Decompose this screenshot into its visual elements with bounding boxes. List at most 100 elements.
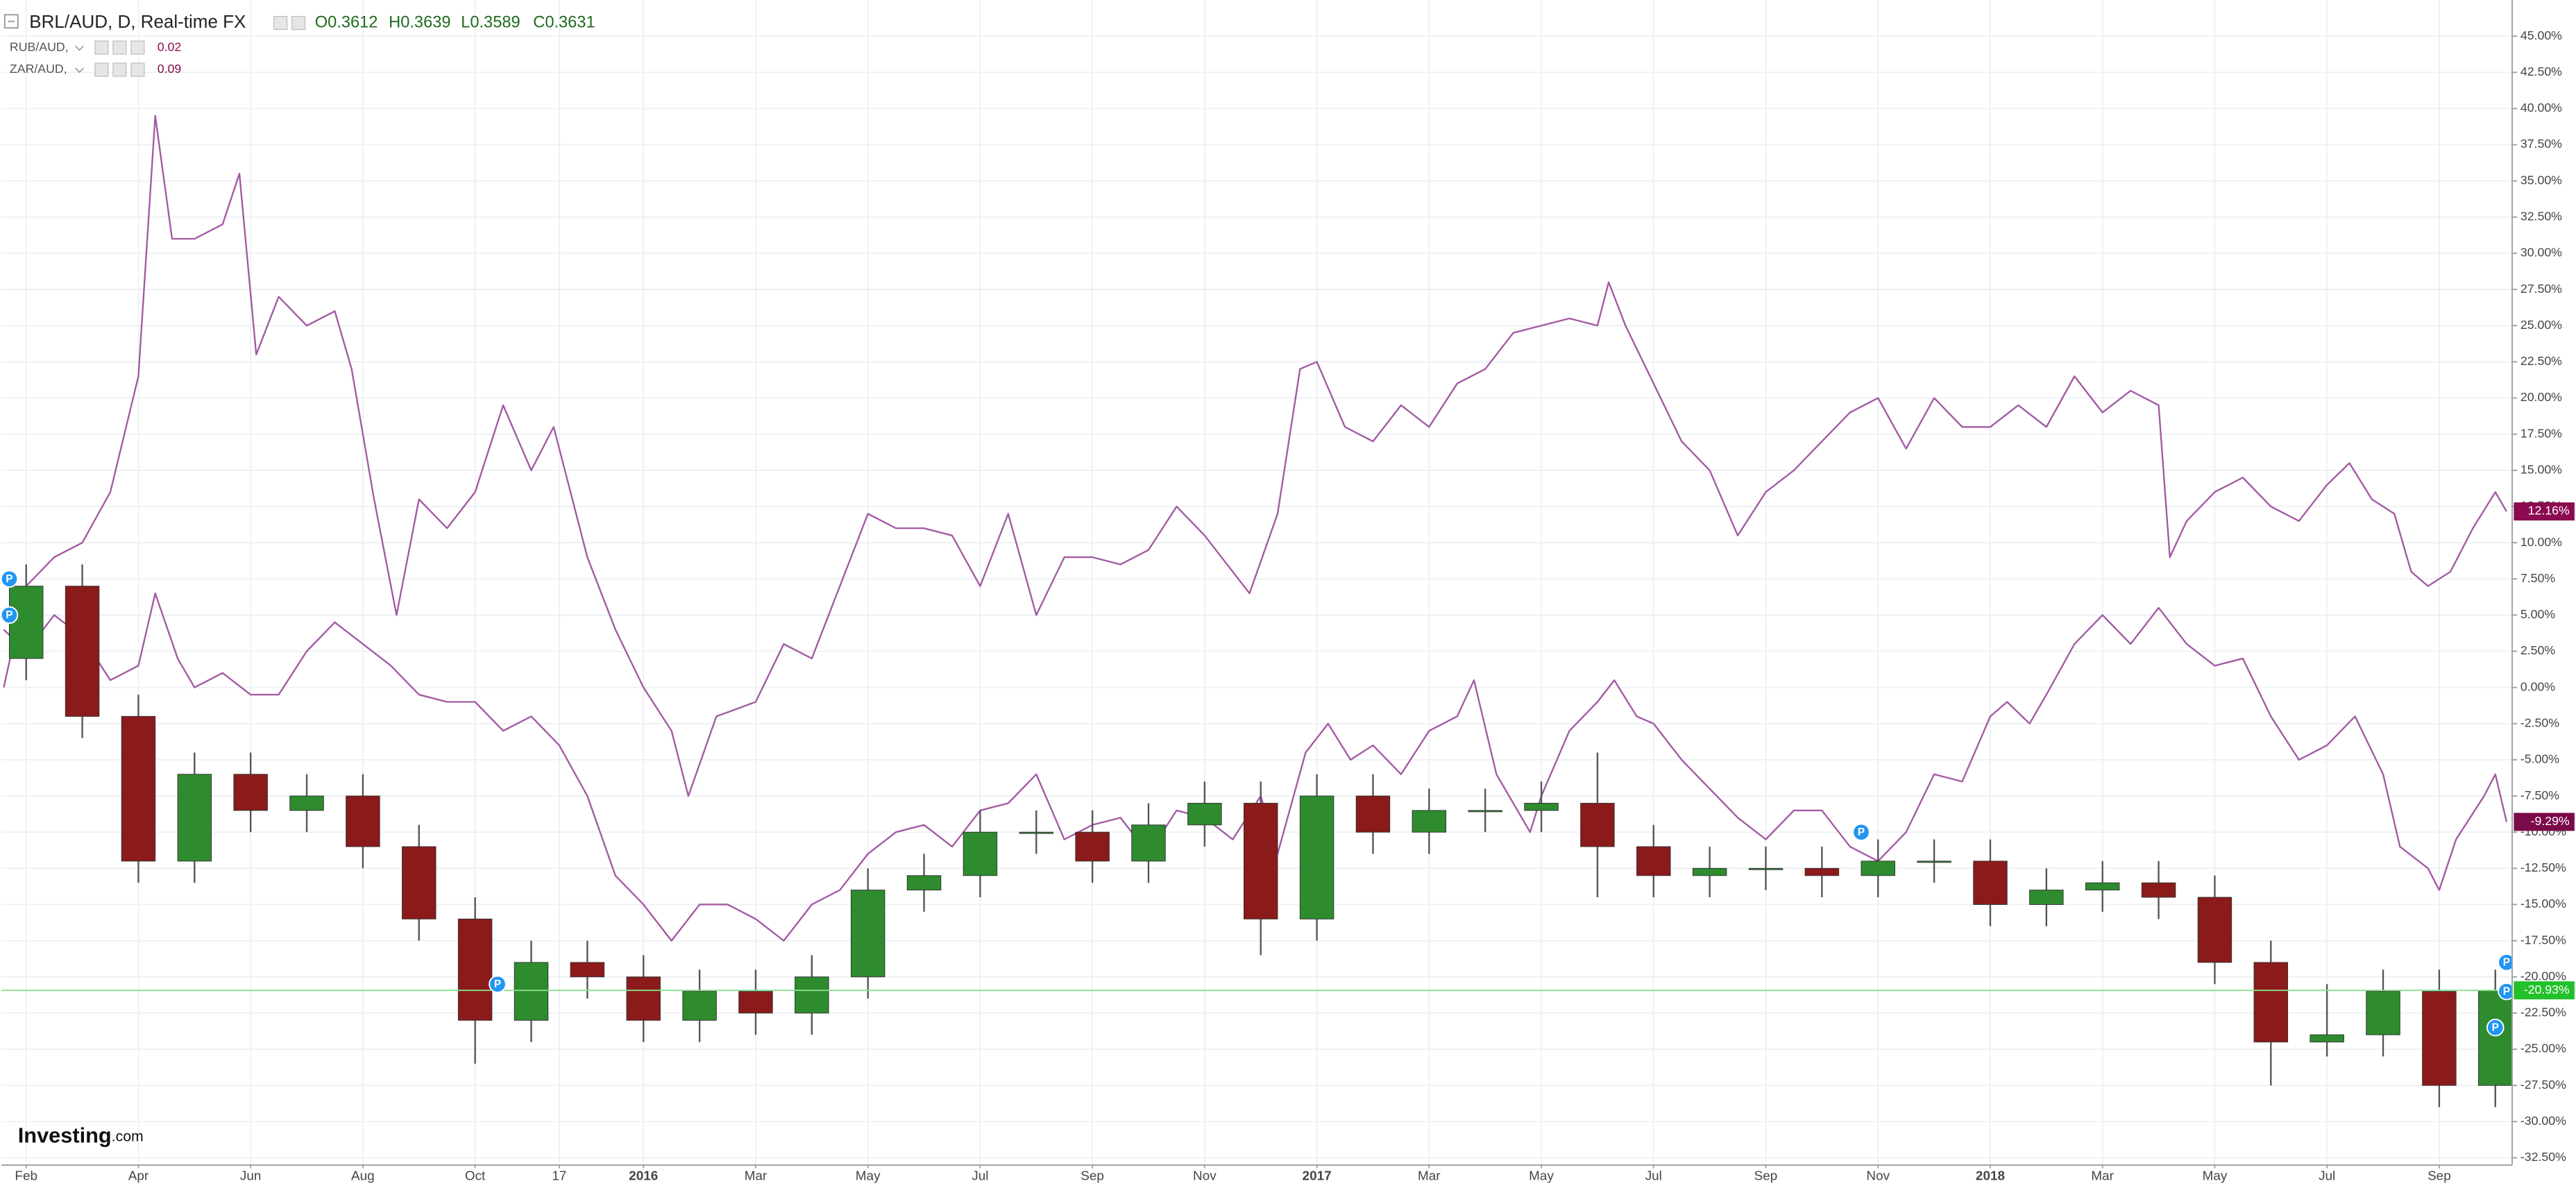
candle-body (1748, 867, 1783, 870)
x-tick-label: 2018 (1976, 1169, 2005, 1183)
header: BRL/AUD, D, Real-time FX O0.3612 H0.3639… (3, 11, 595, 32)
last-value-box (2514, 813, 2575, 831)
candle-body (1131, 824, 1166, 862)
ohlc-low: L0.3589 (461, 13, 520, 31)
x-tick-label: May (856, 1169, 881, 1183)
candle-body (233, 774, 268, 811)
candle-body (65, 586, 100, 717)
hide-icon[interactable] (291, 16, 306, 31)
candle-body (2366, 991, 2400, 1035)
event-marker (489, 975, 507, 993)
y-tick-label: -32.50% (2520, 1150, 2566, 1164)
candle-body (1580, 803, 1615, 847)
y-tick-label: 37.50% (2520, 137, 2562, 151)
candle-body (738, 991, 773, 1014)
candle-body (1636, 846, 1671, 876)
legend-value: 0.09 (158, 62, 182, 76)
x-tick-label: 2017 (1303, 1169, 1332, 1183)
candle-body (1861, 860, 1895, 876)
y-tick-label: 20.00% (2520, 390, 2562, 404)
x-tick-label: Mar (2091, 1169, 2114, 1183)
y-tick-label: 32.50% (2520, 210, 2562, 223)
candle-body (346, 795, 380, 847)
y-tick-label: -12.50% (2520, 860, 2566, 874)
candle-body (1412, 810, 1447, 833)
candle-body (2253, 962, 2289, 1043)
chart-title: BRL/AUD, D, Real-time FX (29, 11, 246, 32)
event-marker-label: P (2503, 985, 2510, 997)
y-tick-label: -27.50% (2520, 1078, 2566, 1092)
legend-icon (94, 40, 109, 55)
x-tick-label: Jul (1645, 1169, 1662, 1183)
candle-body (2422, 991, 2457, 1086)
last-value-box (2514, 502, 2575, 521)
y-tick-label: -25.00% (2520, 1042, 2566, 1055)
y-tick-label: 2.50% (2520, 643, 2555, 657)
candle-body (1973, 860, 2008, 905)
y-tick-label: -22.50% (2520, 1005, 2566, 1019)
legend-name: RUB/AUD, (10, 40, 69, 53)
candle-body (1299, 795, 1334, 919)
y-tick-label: -20.00% (2520, 969, 2566, 983)
y-tick-label: -15.00% (2520, 897, 2566, 910)
y-tick-label: 42.50% (2520, 65, 2562, 78)
candle-body (2029, 890, 2064, 905)
event-marker (0, 570, 19, 588)
candle-body (121, 715, 156, 862)
y-tick-label: 17.50% (2520, 426, 2562, 440)
x-tick-label: 2016 (629, 1169, 658, 1183)
event-marker (0, 606, 19, 625)
candle-body (1692, 867, 1727, 876)
last-price-box (2514, 981, 2575, 1000)
legend-icon (112, 40, 127, 55)
ohlc-high: H0.3639 (389, 13, 450, 31)
legend-icon (94, 62, 109, 77)
candle-body (457, 918, 493, 1021)
candle-body (402, 846, 437, 919)
y-tick-label: 30.00% (2520, 246, 2562, 260)
candle-body (2478, 990, 2513, 1086)
x-tick-label: May (2203, 1169, 2228, 1183)
candle-body (1355, 795, 1391, 833)
y-tick-label: 25.00% (2520, 318, 2562, 332)
candle-body (850, 890, 886, 978)
y-tick-label: 27.50% (2520, 282, 2562, 296)
candle-body (1244, 803, 1278, 919)
y-tick-label: 10.00% (2520, 535, 2562, 549)
candle-body (682, 991, 717, 1021)
candle-body (963, 831, 998, 876)
event-marker (1852, 823, 1870, 841)
x-tick-label: Mar (1418, 1169, 1441, 1183)
last-value-label: -9.29% (2531, 814, 2570, 828)
candle-body (2085, 882, 2120, 891)
candle-body (1524, 803, 1559, 811)
legend-icon (130, 40, 145, 55)
y-tick-label: 7.50% (2520, 571, 2555, 585)
candle-body (2197, 897, 2232, 963)
event-marker-label: P (2492, 1022, 2499, 1034)
x-tick-label: Sep (2427, 1169, 2451, 1183)
settings-icon[interactable] (273, 16, 288, 31)
collapse-icon[interactable] (3, 14, 19, 29)
y-tick-label: -7.50% (2520, 788, 2559, 802)
legend-name: ZAR/AUD, (10, 62, 67, 76)
candle-body (1917, 860, 1951, 863)
x-tick-label: Apr (128, 1169, 149, 1183)
legend: RUB/AUD, 0.02 ZAR/AUD, 0.09 (10, 40, 182, 77)
series-line (3, 592, 2508, 942)
plot-area: P P P P P P P (0, 114, 2516, 1108)
ohlc-open: O0.3612 (315, 13, 378, 31)
candle-body (8, 586, 44, 659)
x-tick-label: Oct (465, 1169, 486, 1183)
x-tick-label: Aug (351, 1169, 375, 1183)
x-tick-label: Mar (745, 1169, 768, 1183)
candle-body (1804, 867, 1840, 876)
candle-body (795, 976, 829, 1014)
candle-body (2141, 882, 2176, 898)
y-tick-label: -5.00% (2520, 752, 2559, 766)
legend-value: 0.02 (158, 40, 181, 53)
candle-body (1075, 831, 1110, 862)
event-marker-label: P (2503, 957, 2510, 969)
